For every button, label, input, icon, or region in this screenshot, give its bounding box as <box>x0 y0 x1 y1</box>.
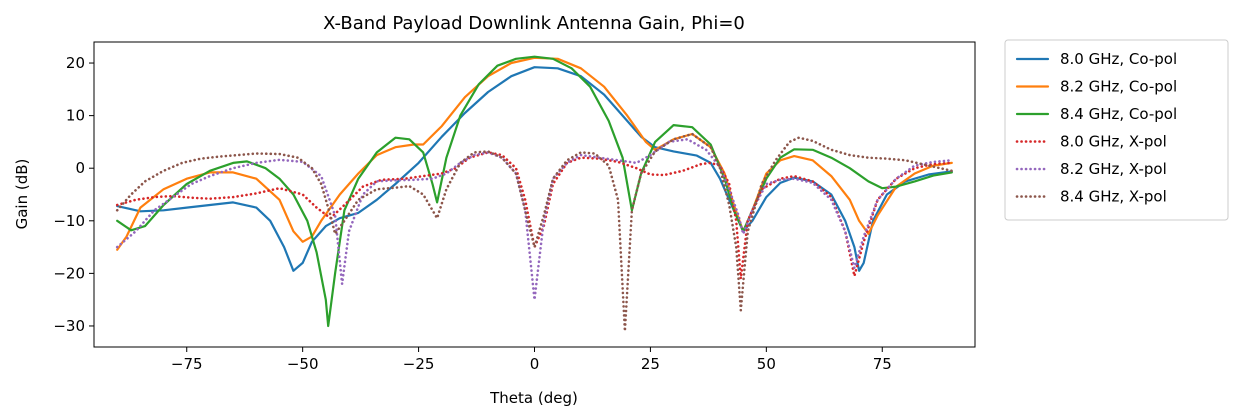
legend-entry: 8.4 GHz, Co-pol <box>1060 105 1177 123</box>
y-tick-label: 20 <box>66 54 85 72</box>
legend-entry: 8.0 GHz, Co-pol <box>1060 50 1177 68</box>
legend: 8.0 GHz, Co-pol 8.2 GHz, Co-pol 8.4 GHz, C… <box>1004 39 1229 221</box>
x-tick-label: 50 <box>757 355 776 373</box>
series-line-4 <box>115 151 954 280</box>
x-axis-label: Theta (deg) <box>489 389 578 407</box>
y-tick-label: −10 <box>53 212 85 230</box>
legend-box <box>1004 39 1229 221</box>
series-line-5 <box>115 138 954 301</box>
x-tick-label: 75 <box>873 355 892 373</box>
legend-entry: 8.2 GHz, X-pol <box>1060 160 1167 178</box>
legend-entry: 8.4 GHz, X-pol <box>1060 188 1167 206</box>
y-tick-label: 0 <box>75 159 85 177</box>
legend-entry: 8.2 GHz, Co-pol <box>1060 78 1177 96</box>
y-axis-label: Gain (dB) <box>13 159 31 230</box>
legend-entry: 8.0 GHz, X-pol <box>1060 133 1167 151</box>
x-axis: −75 −50 −25 0 25 50 75 <box>171 347 892 373</box>
series-line-6 <box>115 132 954 333</box>
x-tick-label: −25 <box>403 355 435 373</box>
plot-frame <box>93 41 976 348</box>
series-line-2 <box>116 56 953 251</box>
y-tick-label: −20 <box>53 264 85 282</box>
y-tick-label: −30 <box>53 317 85 335</box>
series-line-1 <box>116 66 953 272</box>
plot-area <box>115 55 954 333</box>
x-tick-label: −50 <box>287 355 319 373</box>
series-line-3 <box>116 55 953 328</box>
y-axis: −30 −20 −10 0 10 20 <box>53 54 94 335</box>
x-tick-label: −75 <box>171 355 203 373</box>
x-tick-label: 25 <box>641 355 660 373</box>
chart-title: X-Band Payload Downlink Antenna Gain, Ph… <box>323 13 745 34</box>
y-tick-label: 10 <box>66 107 85 125</box>
x-tick-label: 0 <box>530 355 540 373</box>
